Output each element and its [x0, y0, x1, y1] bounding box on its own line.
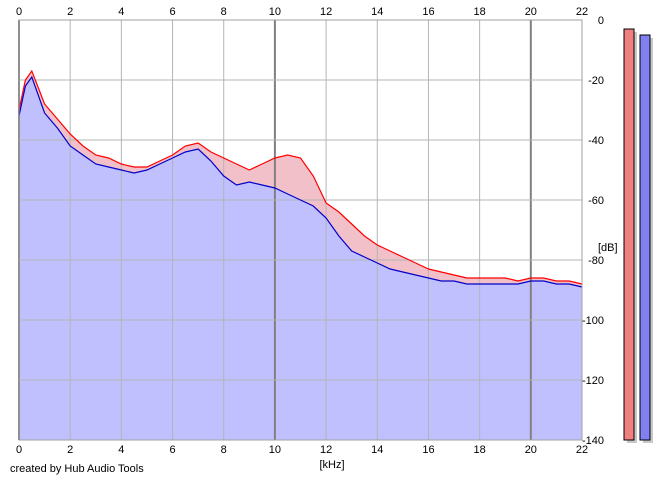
x-tick-label-top: 6: [169, 6, 175, 18]
x-tick-label-bottom: 20: [525, 444, 537, 456]
x-tick-label-top: 4: [118, 6, 124, 18]
x-tick-label-top: 10: [269, 6, 281, 18]
level-meters: [623, 28, 653, 443]
x-tick-label-top: 16: [422, 6, 434, 18]
x-tick-label-bottom: 16: [422, 444, 434, 456]
series-2-area: [19, 77, 582, 440]
x-tick-label-top: 8: [221, 6, 227, 18]
x-tick-label-bottom: 8: [221, 444, 227, 456]
x-tick-label-top: 12: [320, 6, 332, 18]
x-tick-label-bottom: 12: [320, 444, 332, 456]
x-axis-label: [kHz]: [319, 459, 344, 471]
level-meter-1: [623, 28, 635, 441]
x-tick-label-top: 18: [474, 6, 486, 18]
y-tick-label: -100: [582, 315, 604, 327]
x-tick-label-bottom: 2: [67, 444, 73, 456]
level-meter-2: [639, 34, 651, 441]
series-1-line: [18, 69, 583, 285]
x-tick-label-bottom: 22: [576, 444, 588, 456]
y-tick-label: -20: [588, 75, 604, 87]
series-fill-layer: [19, 71, 582, 440]
x-tick-labels-top: 0 2 4 6 8 10 12 14 16 18 20 22: [16, 6, 588, 18]
x-tick-label-bottom: 4: [118, 444, 124, 456]
y-tick-label: 0: [598, 15, 604, 27]
x-tick-label-bottom: 10: [269, 444, 281, 456]
series-line-layer: [18, 69, 583, 288]
x-tick-label-top: 2: [67, 6, 73, 18]
x-tick-label-top: 0: [16, 6, 22, 18]
series-2-line: [18, 75, 583, 288]
y-tick-label: -80: [588, 255, 604, 267]
x-tick-label-top: 20: [525, 6, 537, 18]
credit-text: created by Hub Audio Tools: [10, 463, 144, 475]
y-tick-labels: 0 -20 -40 -60 -80 -100 -120 -140: [582, 15, 604, 447]
x-tick-label-top: 22: [576, 6, 588, 18]
y-tick-label: -140: [582, 435, 604, 447]
x-tick-label-bottom: 14: [371, 444, 383, 456]
x-tick-label-bottom: 6: [169, 444, 175, 456]
x-tick-label-top: 14: [371, 6, 383, 18]
y-tick-label: -60: [588, 195, 604, 207]
y-axis-label: [dB]: [598, 242, 618, 254]
x-tick-label-bottom: 0: [16, 444, 22, 456]
plot-frame: [18, 19, 583, 441]
y-tick-label: -120: [582, 375, 604, 387]
x-tick-label-bottom: 18: [474, 444, 486, 456]
y-tick-label: -40: [588, 135, 604, 147]
x-tick-labels-bottom: 0 2 4 6 8 10 12 14 16 18 20 22: [16, 444, 588, 456]
